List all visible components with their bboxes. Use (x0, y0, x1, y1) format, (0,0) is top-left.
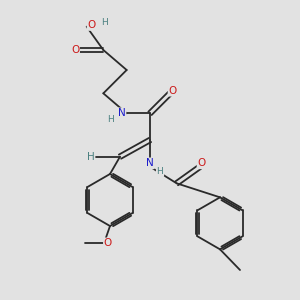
Text: H: H (102, 18, 108, 27)
Text: H: H (107, 115, 114, 124)
Text: O: O (169, 86, 177, 96)
Text: O: O (88, 20, 96, 30)
Text: O: O (104, 238, 112, 248)
Text: N: N (118, 108, 125, 118)
Text: H: H (87, 152, 94, 162)
Text: O: O (197, 158, 206, 168)
Text: H: H (157, 167, 164, 176)
Text: O: O (71, 45, 79, 55)
Text: N: N (146, 158, 154, 168)
